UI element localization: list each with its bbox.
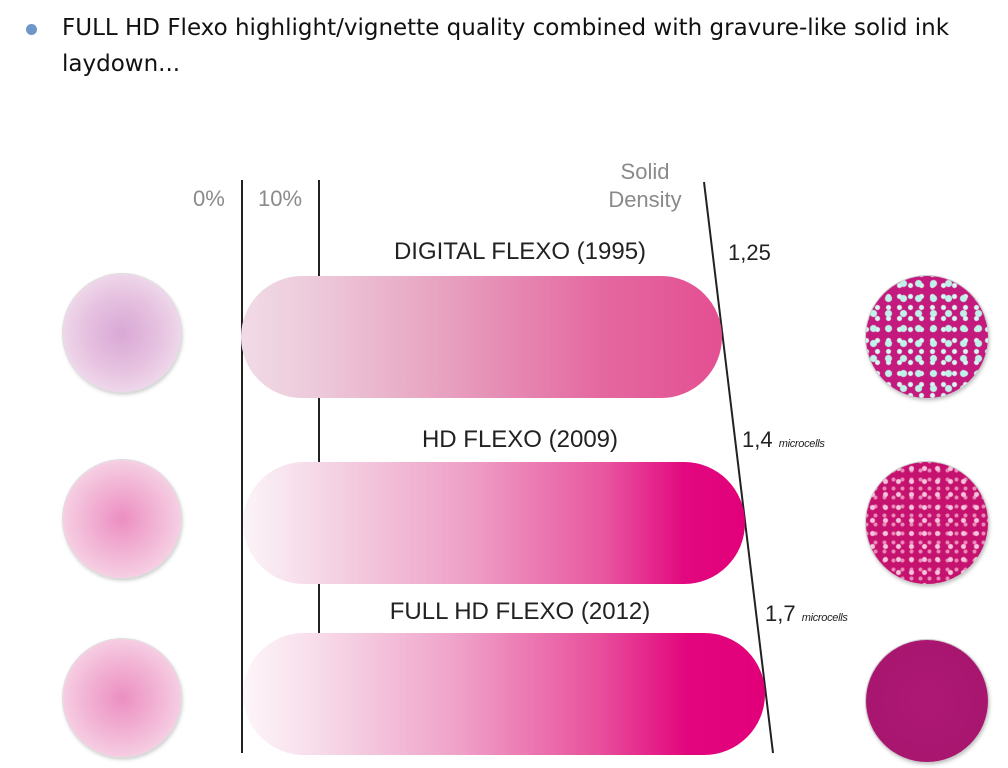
- highlight-dot-swatch: [63, 639, 181, 757]
- density-note: microcells: [778, 438, 825, 450]
- solid-microscopy-swatch: [866, 640, 988, 762]
- vignette-bar-hd-flexo: [243, 462, 745, 584]
- solid-density-line2: Density: [608, 187, 682, 212]
- bullet-icon: [26, 24, 37, 35]
- highlight-dot-swatch: [63, 274, 181, 392]
- row-title-full-hd-flexo: FULL HD FLEXO (2012): [389, 598, 651, 625]
- row-density-full-hd-flexo: 1,7 microcells: [765, 601, 848, 627]
- solid-microscopy-swatch: [866, 276, 988, 398]
- density-value: 1,4: [742, 427, 773, 452]
- zero-percent-line: [241, 180, 243, 753]
- row-density-hd-flexo: 1,4 microcells: [742, 427, 825, 453]
- row-density-digital-flexo: 1,25: [728, 240, 771, 266]
- highlight-dot-swatch: [63, 460, 181, 578]
- vignette-bar-digital-flexo: [241, 276, 722, 398]
- zero-percent-label: 0%: [193, 186, 225, 211]
- vignette-bar-full-hd-flexo: [243, 633, 765, 755]
- solid-microscopy-swatch: [866, 462, 988, 584]
- density-note: microcells: [801, 612, 848, 624]
- row-title-hd-flexo: HD FLEXO (2009): [421, 426, 619, 453]
- solid-density-label: Solid Density: [590, 158, 700, 214]
- solid-density-line1: Solid: [620, 159, 670, 184]
- bullet-text: FULL HD Flexo highlight/vignette quality…: [62, 15, 950, 77]
- density-value: 1,7: [765, 601, 796, 626]
- row-title-digital-flexo: DIGITAL FLEXO (1995): [393, 238, 647, 265]
- ten-percent-label: 10%: [258, 186, 303, 211]
- density-value: 1,25: [728, 240, 771, 265]
